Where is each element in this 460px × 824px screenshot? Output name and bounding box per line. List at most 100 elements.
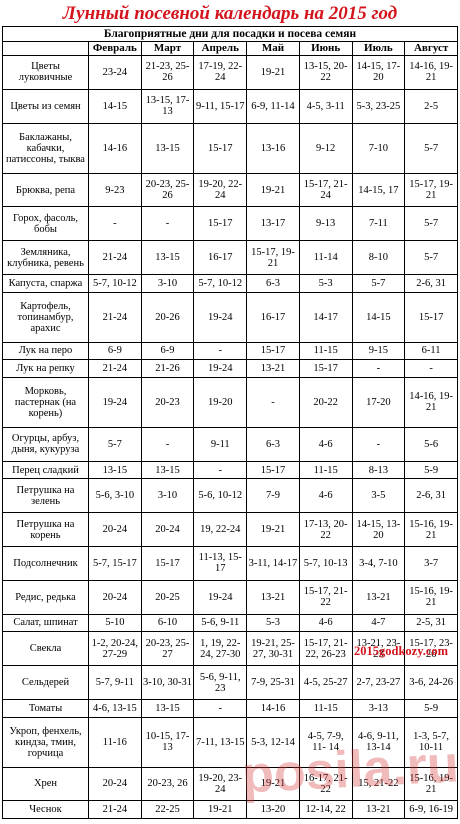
crop-cell: Картофель, топинамбур, арахис [2, 291, 89, 343]
date-cell: 21-26 [140, 359, 195, 378]
column-header: Март [140, 41, 195, 56]
date-cell: 7-9, 25-31 [246, 665, 300, 700]
title: Лунный посевной календарь на 2015 год [62, 3, 398, 24]
date-cell: 5-3 [298, 274, 353, 293]
table-row: Лук на репку 21-24 21-26 19-24 13-21 15-17- - [2, 359, 458, 378]
date-cell: - [404, 359, 458, 378]
date-cell: 19-20 [193, 376, 248, 428]
date-cell: 11-13, 15-17 [193, 546, 248, 581]
crop-cell: Горох, фасоль, бобы [2, 206, 89, 242]
date-cell: 2-6, 31 [404, 478, 458, 514]
table-row: Сельдерей 5-7, 9-11 3-10, 30-31 5-6, 9-11, … [2, 665, 458, 700]
crop-cell: Томаты [2, 698, 89, 718]
date-cell: - [140, 206, 195, 242]
date-cell: 21-23, 25-26 [140, 55, 195, 90]
date-cell: 19-24 [193, 359, 248, 378]
crop-cell: Чеснок [2, 800, 89, 819]
date-cell: - [246, 376, 300, 428]
date-cell: 14-16, 19-21 [404, 376, 458, 428]
date-cell: - [193, 460, 248, 480]
date-cell: 20-24 [140, 512, 195, 548]
date-cell: 2-5 [404, 88, 458, 124]
date-cell: 4-6 [298, 613, 353, 633]
date-cell: 15-16, 19-21 [404, 579, 458, 615]
date-cell: 14-15 [351, 291, 406, 343]
date-cell: 6-9 [88, 341, 142, 361]
table-row: Укроп, фенхель, киндза, тмин, горчица 11-… [2, 716, 458, 768]
date-cell: 2-7, 23-27 [351, 665, 406, 700]
date-cell: 13-15 [140, 460, 195, 480]
date-cell: 6-10 [140, 613, 195, 633]
date-cell: 19-21 [246, 172, 300, 208]
date-cell: 15-16, 19-21 [404, 512, 458, 548]
table-row: Подсолнечник 5-7, 15-17 15-17 11-13, 15-17 3… [2, 546, 458, 581]
date-cell: 15-17, 19-21 [404, 172, 458, 208]
subtitle: Благоприятные дни для посадки и посева с… [2, 26, 458, 41]
date-cell: 6-11 [404, 341, 458, 361]
crop-cell: Земляника, клубника, ревень [2, 240, 89, 276]
date-cell: 4-6, 13-15 [88, 698, 142, 718]
table-row: Горох, фасоль, бобы - -15-17 13-17 9-13 7-11 5… [2, 206, 458, 242]
date-cell: - [88, 206, 142, 242]
date-cell: 2-5, 31 [404, 613, 458, 633]
table-row: Баклажаны, кабачки, патиссоны, тыква 14-1… [2, 122, 458, 174]
date-cell: 15-17, 19-21 [246, 240, 300, 276]
table-row: Перец сладкий 13-15 13-15-15-17 11-15 8-13 5-… [2, 460, 458, 480]
date-cell: 3-13 [351, 698, 406, 718]
table-row: Брюква, репа 9-23 20-23, 25-26 19-20, 22-24… [2, 172, 458, 208]
date-cell: 9-11 [193, 426, 248, 462]
date-cell: 6-3 [246, 274, 300, 293]
crop-cell: Капуста, спаржа [2, 274, 89, 293]
date-cell: 5-3 [246, 613, 300, 633]
date-cell: 21-24 [88, 359, 142, 378]
date-cell: 4-5, 7-9, 11- 14 [298, 716, 353, 768]
date-cell: 9-11, 15-17 [193, 88, 248, 124]
date-cell: 2-6, 31 [404, 274, 458, 293]
date-cell: 3-7 [404, 546, 458, 581]
date-cell: 13-21 [246, 579, 300, 615]
column-header: Май [246, 41, 300, 56]
date-cell: 16-17 [193, 240, 248, 276]
table-row: Цветы из семян 14-15 13-15, 17-13 9-11, 15-… [2, 88, 458, 124]
crop-cell: Лук на перо [2, 341, 89, 361]
column-header: Апрель [193, 41, 248, 56]
date-cell: 13-21 [351, 579, 406, 615]
date-cell: 15-17 [246, 341, 300, 361]
date-cell: 8-10 [351, 240, 406, 276]
date-cell: 3-5 [351, 478, 406, 514]
crop-cell: Огурцы, арбуз, дыня, кукуруза [2, 426, 89, 462]
date-cell: 19-21 [246, 512, 300, 548]
date-cell: 7-11, 13-15 [193, 716, 248, 768]
date-cell: 3-10, 30-31 [140, 665, 195, 700]
date-cell: 9-13 [298, 206, 353, 242]
column-header: Июль [351, 41, 406, 56]
date-cell: 19, 22-24 [193, 512, 248, 548]
date-cell: 1-3, 5-7, 10-11 [404, 716, 458, 768]
date-cell: 13-20 [246, 800, 300, 819]
date-cell: 6-9, 16-19 [404, 800, 458, 819]
date-cell: 17-19, 22-24 [193, 55, 248, 90]
table-row: Томаты 4-6, 13-15 13-15-14-16 11-15 3-13 5-9 [2, 698, 458, 718]
table-row: Лук на перо 6-9 6-9-15-17 11-15 9-15 6-11 [2, 341, 458, 361]
date-cell: 5-6, 3-10 [88, 478, 142, 514]
date-cell: 22-25 [140, 800, 195, 819]
date-cell: 19-21 [246, 55, 300, 90]
date-cell: 17-13, 20-22 [298, 512, 353, 548]
date-cell: 3-11, 14-17 [246, 546, 300, 581]
date-cell: 15-16, 19-21 [404, 766, 458, 802]
date-cell: 20-24 [88, 766, 142, 802]
date-cell: 9-12 [298, 122, 353, 174]
date-cell: 23-24 [88, 55, 142, 90]
corner-cell [2, 41, 89, 56]
date-cell: - [351, 359, 406, 378]
date-cell: 12-14, 22 [298, 800, 353, 819]
date-cell: 5-7 [404, 240, 458, 276]
date-cell: 14-15, 17-20 [351, 55, 406, 90]
header-row: Февраль Март Апрель Май Июнь Июль Август [2, 41, 458, 56]
date-cell: 19-21, 25-27, 30-31 [246, 631, 300, 667]
watermark: posila.ru [240, 735, 460, 805]
date-cell: 14-15 [88, 88, 142, 124]
date-cell: 14-16 [88, 122, 142, 174]
date-cell: 15-17, 21-22, 26-23 [298, 631, 353, 667]
